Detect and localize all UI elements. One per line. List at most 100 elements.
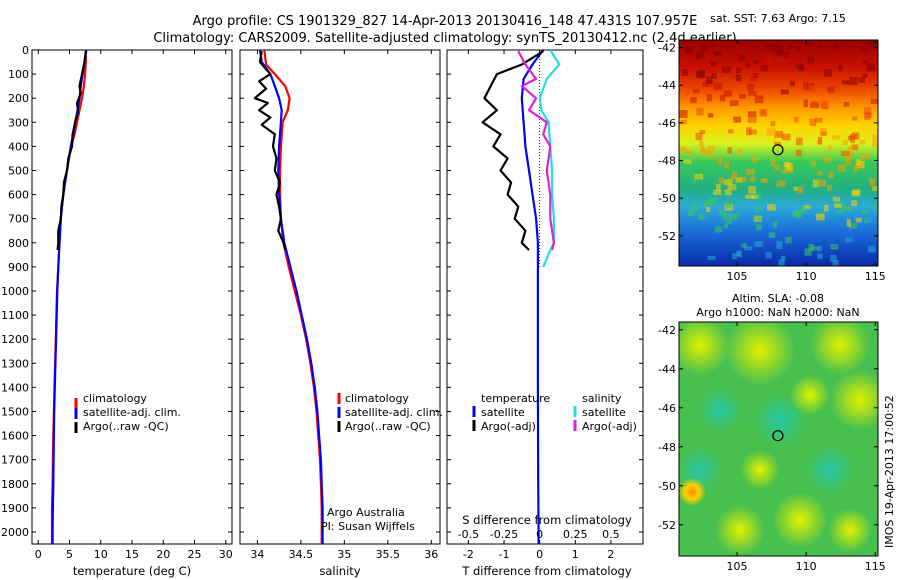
sst-cell — [695, 53, 705, 58]
sst-cell — [808, 64, 817, 69]
sla-blob — [679, 322, 730, 375]
sst-cell — [823, 69, 832, 77]
sst-cell — [755, 206, 762, 213]
sst-cell — [698, 212, 705, 221]
sst-cell — [872, 141, 878, 148]
sst-cell — [716, 184, 721, 191]
sst-cell — [723, 224, 728, 229]
sla-map-panel: Altim. SLA: -0.08 Argo h1000: NaN h2000:… — [658, 292, 886, 573]
temperature-x-ticks: 0 5 10 15 20 25 30 — [35, 50, 233, 561]
sst-cell — [701, 148, 709, 156]
sla-blob — [725, 322, 795, 385]
sst-cell — [747, 83, 754, 92]
sst-cell — [683, 159, 692, 164]
sst-cell — [862, 73, 868, 78]
sst-cell — [711, 40, 716, 46]
sst-cell — [832, 135, 841, 140]
temperature-profiles — [50, 50, 88, 544]
sst-cell — [760, 109, 768, 117]
sst-cell — [708, 145, 715, 151]
sst-cell — [796, 46, 801, 52]
lon-tick-label: 105 — [727, 560, 748, 573]
sst-cell — [775, 46, 784, 54]
sst-cell — [867, 41, 875, 47]
lat-tick-label: -44 — [658, 79, 676, 92]
sst-cell — [722, 66, 731, 73]
sst-cell — [867, 245, 876, 253]
sst-cell — [851, 190, 860, 197]
sst-cell — [705, 200, 714, 206]
sst-cell — [823, 157, 831, 163]
sst-cell — [679, 146, 687, 152]
sal-legend-label-satellite-adj: satellite-adj. clim. — [345, 406, 443, 419]
sst-cell — [754, 241, 763, 247]
sst-cell — [774, 141, 782, 147]
sst-cell — [747, 111, 757, 118]
salinity-profiles — [253, 50, 324, 544]
sla-map-frame — [678, 321, 879, 557]
lon-tick-label: 110 — [796, 560, 817, 573]
x-tick-label: 1 — [572, 548, 579, 561]
sla-blob — [698, 388, 742, 432]
lat-tick-label: -46 — [658, 117, 676, 130]
x-tick-label: 34.5 — [289, 548, 314, 561]
sst-cell — [710, 69, 718, 74]
sst-cell — [724, 161, 730, 169]
sla-map-subtitle: Argo h1000: NaN h2000: NaN — [696, 306, 859, 319]
sst-cell — [760, 65, 768, 72]
sst-cell — [817, 170, 823, 176]
sst-cell — [806, 41, 812, 47]
diff-legend-label-s-argo: Argo(-adj) — [582, 420, 637, 433]
sst-cell — [861, 153, 870, 159]
sst-cell — [807, 56, 815, 64]
sst-cell — [752, 73, 759, 78]
sst-cell — [748, 186, 756, 194]
difference-panel: -2 -1 0 1 2 T difference from climatology S … — [446, 49, 644, 578]
depth-tick-label: 100 — [8, 68, 29, 81]
depth-tick-label: 1500 — [1, 405, 29, 418]
sst-cell — [731, 171, 737, 179]
sst-cell — [735, 74, 742, 82]
sst-cell — [736, 250, 741, 257]
sla-blob — [740, 450, 780, 490]
sst-cell — [697, 69, 706, 78]
sst-cell — [739, 54, 745, 61]
salinity-depth-ticks — [240, 49, 440, 533]
annotation-pi: PI: Susan Wijffels — [321, 520, 415, 533]
difference-legend: temperature satellite Argo(-adj) salinit… — [472, 392, 637, 433]
salinity-axes-frame — [239, 49, 441, 545]
sst-cell — [718, 157, 723, 165]
sst-cell — [844, 237, 853, 243]
depth-tick-label: 800 — [8, 237, 29, 250]
sst-cell — [735, 177, 742, 183]
sst-cell — [703, 216, 709, 221]
series-line-0 — [520, 50, 545, 544]
salinity-difference-ticks: -0.5 -0.25 0 0.25 0.5 — [458, 528, 620, 541]
sst-cell — [860, 47, 870, 53]
x-tick-label: 34 — [250, 548, 264, 561]
difference-x-label: T difference from climatology — [461, 564, 632, 578]
sst-cell — [686, 47, 693, 54]
legend-label-argo: Argo(..raw -QC) — [83, 420, 169, 433]
sst-cell — [774, 164, 780, 171]
sst-map-frame — [678, 39, 879, 267]
sst-cell — [737, 148, 742, 156]
depth-tick-label: 1000 — [1, 285, 29, 298]
sla-blob — [806, 446, 854, 494]
depth-tick-label: 1200 — [1, 333, 29, 346]
sst-cell — [849, 222, 858, 229]
sst-cell — [739, 176, 747, 183]
sst-cell — [756, 224, 762, 230]
sst-cell — [710, 61, 717, 68]
depth-ticks: 0 100 200 300 400 500 600 700 800 900 1000 1100 1200… — [1, 44, 232, 539]
x-tick-label: 5 — [66, 548, 73, 561]
sst-cell — [827, 86, 835, 93]
sst-cell — [861, 209, 868, 215]
x-tick-label: 30 — [219, 548, 233, 561]
sst-cell — [699, 140, 704, 147]
series-line-1 — [51, 50, 88, 544]
sst-cell — [746, 168, 755, 175]
sst-cell — [859, 139, 866, 145]
sst-cell — [773, 42, 782, 49]
